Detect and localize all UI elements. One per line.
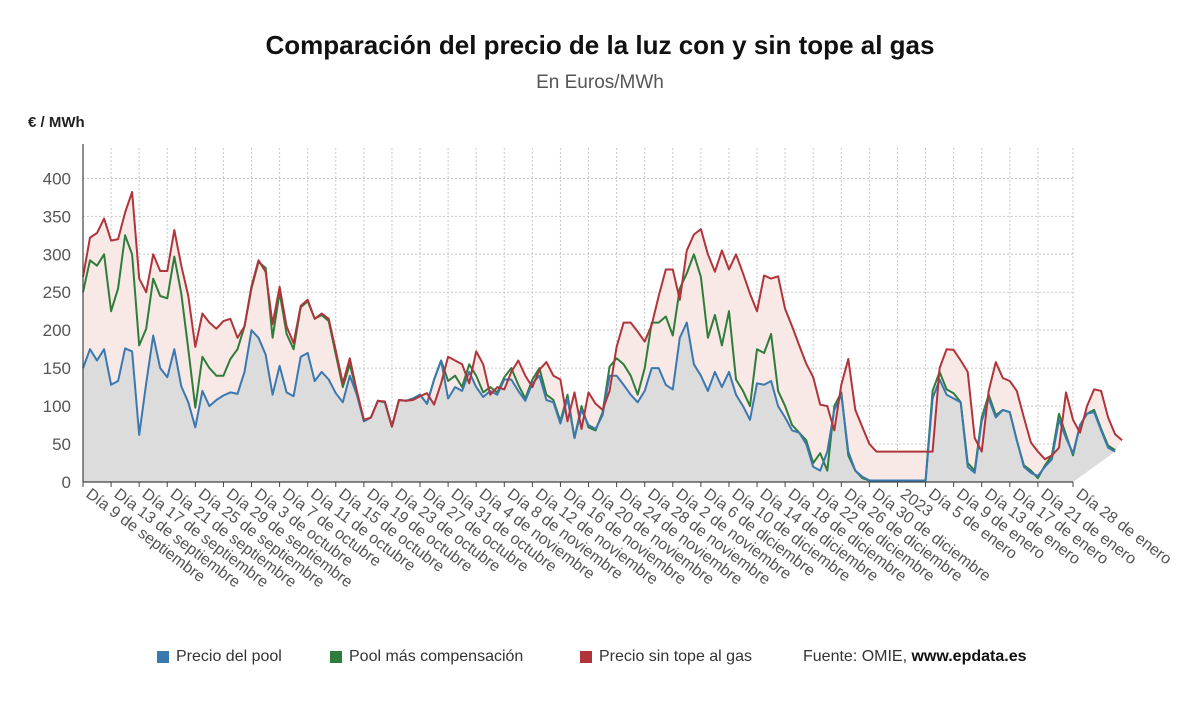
y-tick-labels: 0 50 100 150 200 250 300 350 400 [43, 169, 71, 492]
legend-swatch-compensation [330, 651, 342, 663]
area-fill-pool [83, 322, 1116, 482]
legend-item-compensation[interactable]: Pool más compensación [330, 648, 523, 666]
y-tick-label: 400 [43, 169, 71, 188]
legend-item-pool[interactable]: Precio del pool [157, 648, 282, 666]
source-prefix: Fuente: OMIE, [803, 648, 912, 665]
line-series-no-cap [82, 191, 1123, 461]
chart-axes [82, 144, 1074, 487]
series-fills [83, 192, 1123, 482]
series-lines [82, 191, 1123, 482]
legend-swatch-no-cap [580, 651, 592, 663]
line-chart: 0 50 100 150 200 250 300 350 400 Día 9 de septie… [43, 144, 1175, 592]
y-tick-label: 50 [52, 435, 71, 454]
y-tick-label: 150 [43, 359, 71, 378]
chart-title: Comparación del precio de la luz con y s… [265, 30, 935, 60]
chart-subtitle: En Euros/MWh [536, 72, 664, 93]
legend-label-no-cap: Precio sin tope al gas [599, 648, 752, 665]
source-credit: Fuente: OMIE, www.epdata.es [803, 648, 1026, 666]
y-tick-label: 250 [43, 283, 71, 302]
line-series-pool [82, 321, 1116, 482]
legend-label-pool: Precio del pool [176, 648, 282, 665]
y-tick-label: 0 [62, 473, 71, 492]
chart-legend: Precio del pool Pool más compensación Pr… [0, 648, 1200, 672]
legend-label-compensation: Pool más compensación [349, 648, 524, 665]
y-axis-unit-label: € / MWh [28, 114, 85, 131]
y-tick-label: 300 [43, 245, 71, 264]
source-site-link[interactable]: www.epdata.es [911, 648, 1027, 665]
legend-swatch-pool [157, 651, 169, 663]
y-tick-label: 200 [43, 321, 71, 340]
y-tick-label: 100 [43, 397, 71, 416]
y-tick-label: 350 [43, 207, 71, 226]
legend-item-no-cap[interactable]: Precio sin tope al gas [580, 648, 752, 666]
